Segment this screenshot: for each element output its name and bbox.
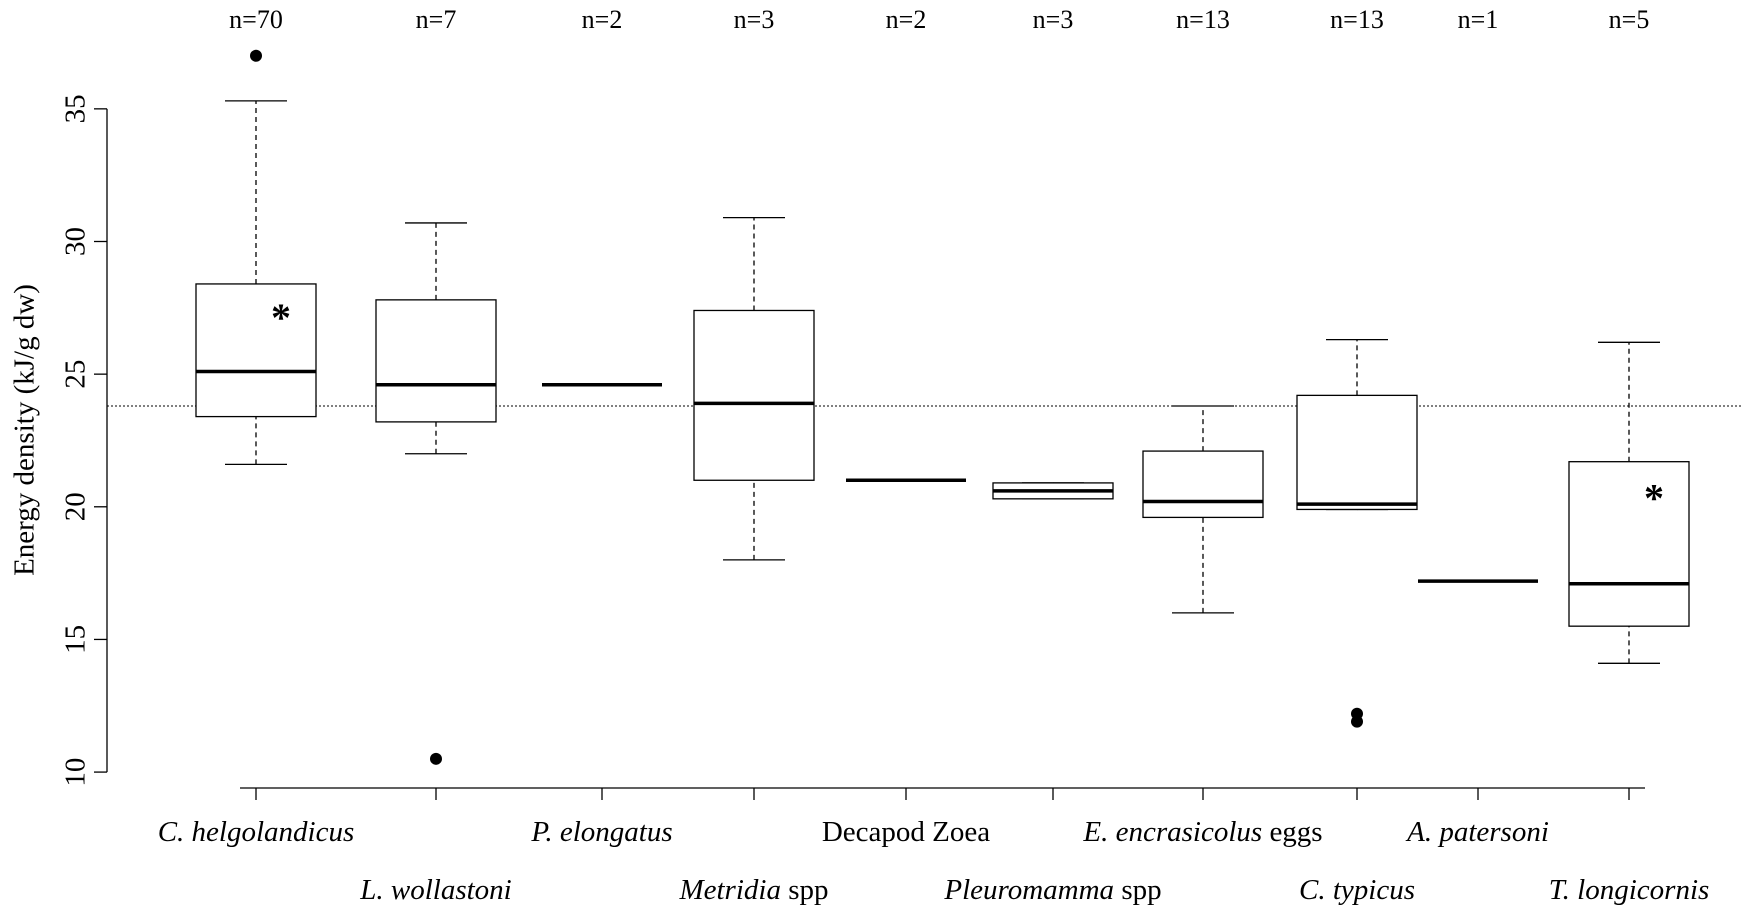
x-tick-label: P. elongatus: [530, 816, 672, 848]
label-part: spp: [781, 874, 829, 906]
outlier: [430, 752, 442, 765]
label-part: Pleuromamma: [943, 874, 1114, 906]
n-label: n=13: [1176, 5, 1230, 34]
n-label: n=3: [734, 5, 775, 34]
y-tick-label: 20: [60, 492, 92, 521]
x-tick-label: T. longicornis: [1549, 874, 1710, 906]
y-tick-label: 15: [60, 625, 92, 654]
x-tick-label: E. encrasicolus eggs: [1082, 816, 1322, 848]
n-label: n=2: [886, 5, 927, 34]
label-part: L. wollastoni: [359, 874, 512, 906]
x-tick-label: C. helgolandicus: [158, 816, 355, 848]
box: [195, 283, 317, 418]
label-part: P. elongatus: [530, 816, 672, 848]
y-tick-label: 10: [60, 758, 92, 787]
n-label: n=13: [1330, 5, 1384, 34]
label-part: C. typicus: [1299, 874, 1415, 906]
n-label: n=70: [229, 5, 283, 34]
n-label: n=5: [1609, 5, 1650, 34]
y-tick-label: 30: [60, 227, 92, 256]
x-tick-label: A. patersoni: [1405, 816, 1549, 848]
label-part: C. helgolandicus: [158, 816, 355, 848]
label-part: A. patersoni: [1405, 816, 1549, 848]
x-tick-label: Metridia spp: [678, 874, 828, 906]
y-tick-label: 35: [60, 94, 92, 123]
n-label: n=1: [1458, 5, 1499, 34]
label-part: T. longicornis: [1549, 874, 1710, 906]
x-tick-label: Pleuromamma spp: [943, 874, 1161, 906]
n-label: n=2: [582, 5, 623, 34]
outlier: [1351, 715, 1363, 728]
y-tick-label: 25: [60, 360, 92, 389]
y-axis-label: Energy density (kJ/g dw): [9, 284, 41, 576]
annotation: *: [271, 295, 291, 340]
x-tick-label: C. typicus: [1299, 874, 1415, 906]
x-tick-label: L. wollastoni: [359, 874, 512, 906]
n-label: n=7: [416, 5, 457, 34]
label-part: Metridia: [678, 874, 781, 906]
box: [1142, 450, 1264, 519]
box: [1296, 394, 1418, 511]
box: [693, 309, 815, 481]
outlier: [250, 49, 262, 62]
annotation: *: [1644, 475, 1664, 520]
box: [1568, 461, 1690, 627]
label-part: spp: [1114, 874, 1162, 906]
x-tick-label: Decapod Zoea: [822, 816, 990, 848]
box: [375, 299, 497, 423]
n-label: n=3: [1033, 5, 1074, 34]
label-part: E. encrasicolus: [1082, 816, 1262, 848]
label-part: eggs: [1262, 816, 1322, 848]
label-part: Decapod Zoea: [822, 816, 990, 848]
